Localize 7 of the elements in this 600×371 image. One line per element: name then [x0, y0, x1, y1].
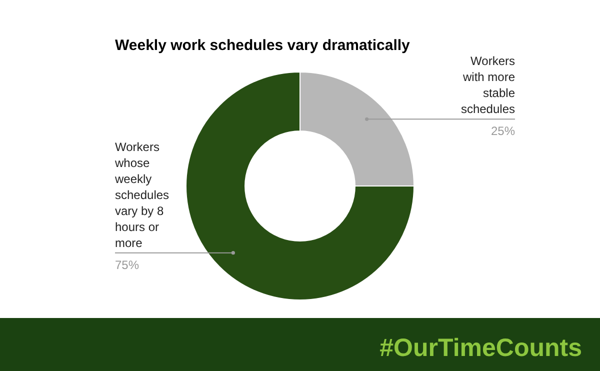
- slice-label: Workers with more stable schedules: [460, 54, 516, 116]
- data-label: 75%: [115, 258, 140, 272]
- donut-slice: [186, 72, 414, 300]
- slice-label: Workers whose weekly schedules vary by 8 hours or more: [114, 140, 170, 250]
- text: #OurTimeCounts: [380, 334, 582, 362]
- chart-title: Weekly work schedules vary dramatically: [115, 37, 411, 54]
- data-label: 25%: [490, 124, 516, 138]
